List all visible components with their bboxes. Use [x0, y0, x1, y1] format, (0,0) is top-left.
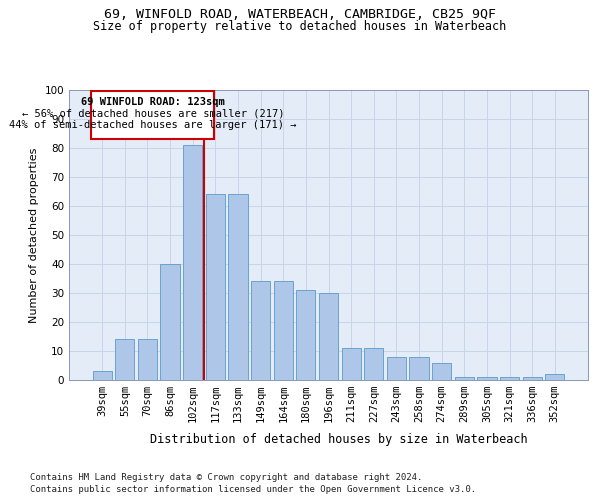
Bar [251, 282, 270, 380]
Text: Contains public sector information licensed under the Open Government Licence v3: Contains public sector information licen… [30, 485, 476, 494]
Bar [477, 377, 497, 380]
Bar [523, 377, 542, 380]
Bar [545, 374, 565, 380]
Bar [341, 348, 361, 380]
Bar [206, 194, 225, 380]
Text: Size of property relative to detached houses in Waterbeach: Size of property relative to detached ho… [94, 20, 506, 33]
Bar [432, 362, 451, 380]
Bar [364, 348, 383, 380]
Bar [500, 377, 519, 380]
Text: Distribution of detached houses by size in Waterbeach: Distribution of detached houses by size … [150, 432, 528, 446]
Text: Contains HM Land Registry data © Crown copyright and database right 2024.: Contains HM Land Registry data © Crown c… [30, 472, 422, 482]
Bar [138, 340, 157, 380]
Bar [91, 92, 214, 140]
Bar [229, 194, 248, 380]
Bar [115, 340, 134, 380]
Bar [160, 264, 180, 380]
Bar [455, 377, 474, 380]
Bar [387, 357, 406, 380]
Bar [183, 145, 202, 380]
Text: 69 WINFOLD ROAD: 123sqm: 69 WINFOLD ROAD: 123sqm [81, 97, 224, 108]
Bar [409, 357, 428, 380]
Text: ← 56% of detached houses are smaller (217): ← 56% of detached houses are smaller (21… [22, 109, 284, 119]
Text: 69, WINFOLD ROAD, WATERBEACH, CAMBRIDGE, CB25 9QF: 69, WINFOLD ROAD, WATERBEACH, CAMBRIDGE,… [104, 8, 496, 20]
Y-axis label: Number of detached properties: Number of detached properties [29, 148, 39, 322]
Bar [296, 290, 316, 380]
Text: 44% of semi-detached houses are larger (171) →: 44% of semi-detached houses are larger (… [9, 120, 296, 130]
Bar [274, 282, 293, 380]
Bar [319, 293, 338, 380]
Bar [92, 372, 112, 380]
